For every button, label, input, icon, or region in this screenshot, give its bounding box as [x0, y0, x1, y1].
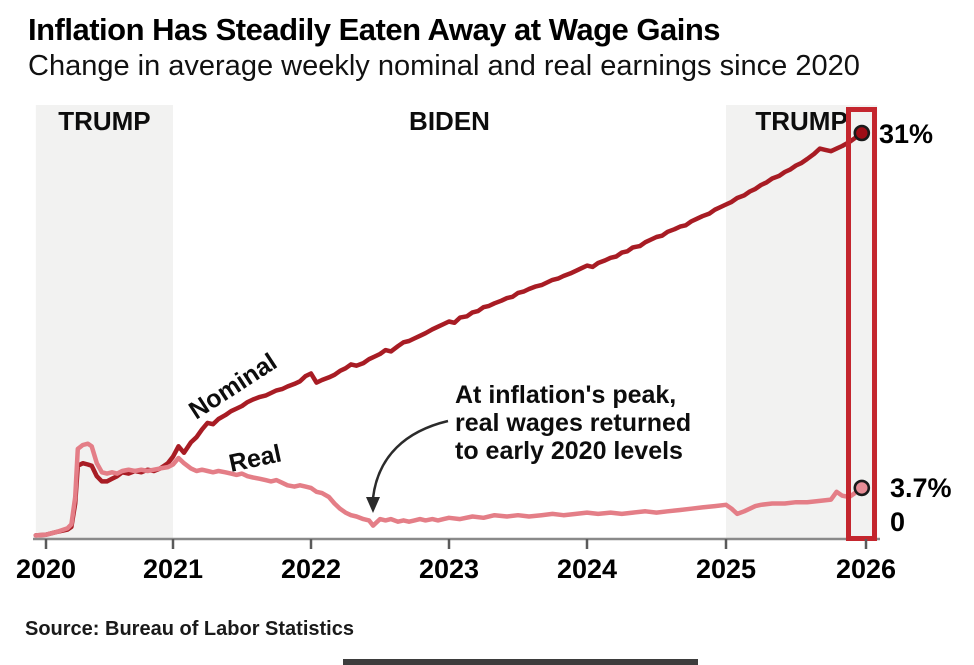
page-subtitle: Change in average weekly nominal and rea… — [28, 50, 860, 82]
presidency-bands: TRUMP BIDEN TRUMP — [35, 105, 878, 539]
x-tick-label-2022: 2022 — [281, 554, 341, 584]
annotation-line-2: real wages returned — [455, 409, 691, 437]
real-series-label: Real — [226, 440, 283, 478]
annotation-callout: At inflation's peak, real wages returned… — [366, 381, 691, 513]
real-end-value-label: 3.7% — [890, 473, 952, 503]
x-tick-label-2025: 2025 — [696, 554, 756, 584]
end-dots — [853, 124, 871, 497]
x-tick-label-2023: 2023 — [419, 554, 479, 584]
presidency-label-trump-0: TRUMP — [58, 106, 150, 136]
x-tick-label-2026: 2026 — [836, 554, 896, 584]
x-tick-label-2020: 2020 — [16, 554, 76, 584]
presidency-band-trump-0 — [35, 105, 174, 539]
annotation-arrow — [371, 419, 449, 499]
annotation-line-1: At inflation's peak, — [455, 381, 676, 409]
page-title: Inflation Has Steadily Eaten Away at Wag… — [28, 12, 721, 47]
x-tick-label-2021: 2021 — [143, 554, 203, 584]
series-lines — [33, 130, 865, 538]
nominal-end-dot — [853, 124, 871, 142]
annotation-line-3: to early 2020 levels — [455, 437, 683, 465]
highlight-box — [846, 107, 877, 541]
x-tick-label-2024: 2024 — [557, 554, 617, 584]
presidency-band-trump-2 — [726, 105, 878, 539]
nominal-series-label: Nominal — [184, 348, 282, 425]
source-caption: Source: Bureau of Labor Statistics — [25, 618, 354, 640]
nominal-end-value-label: 31% — [879, 119, 933, 149]
annotation-arrowhead-icon — [366, 497, 380, 513]
bottom-crop-bar — [343, 659, 698, 665]
nominal-line — [33, 130, 865, 538]
presidency-label-trump-2: TRUMP — [755, 106, 847, 136]
x-axis-ticks: 2020 2021 2022 2023 2024 2025 2026 — [16, 539, 896, 584]
zero-baseline-label: 0 — [890, 507, 905, 537]
presidency-label-biden-1: BIDEN — [409, 106, 490, 136]
real-line — [33, 441, 865, 538]
real-end-dot — [853, 479, 871, 497]
